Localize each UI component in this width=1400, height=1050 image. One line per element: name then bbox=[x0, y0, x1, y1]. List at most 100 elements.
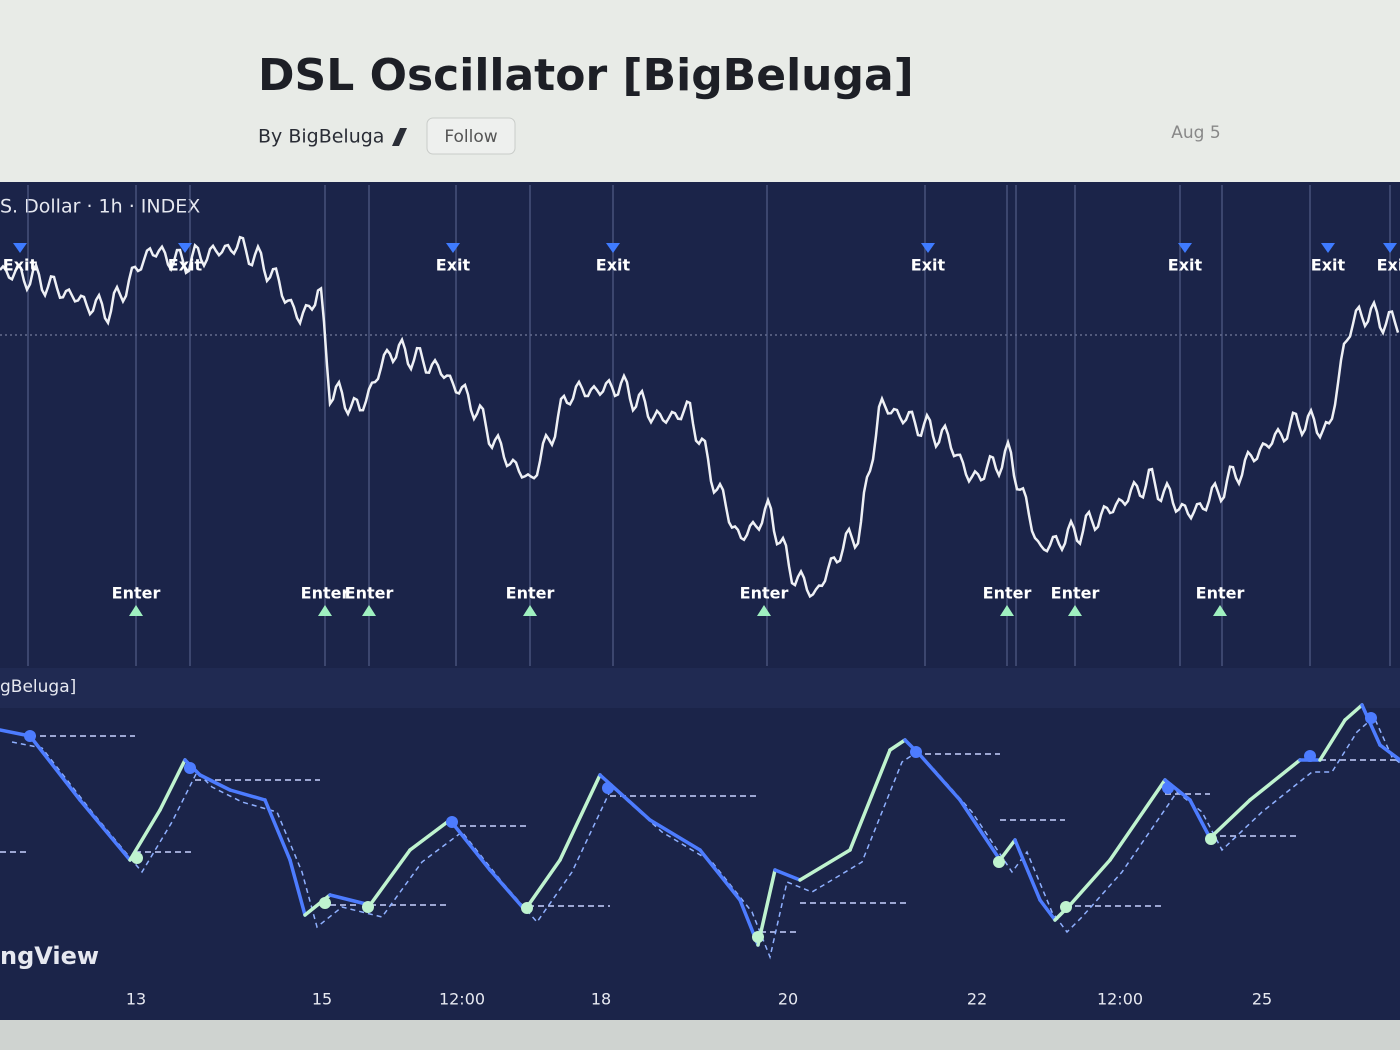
osc-segment bbox=[998, 838, 1017, 862]
x-axis-label: 15 bbox=[312, 990, 332, 1009]
osc-segment bbox=[848, 748, 892, 852]
osc-segment bbox=[1378, 743, 1400, 762]
osc-segment bbox=[1108, 778, 1167, 862]
symbol: S. Dollar · 1h · INDEX bbox=[0, 196, 200, 218]
pane-separator bbox=[0, 668, 1400, 708]
exit-arrow bbox=[606, 243, 620, 253]
enter-arrow bbox=[362, 605, 376, 616]
pencil-icon bbox=[392, 128, 407, 146]
enter-label: Enter bbox=[983, 584, 1032, 603]
osc-segment bbox=[1188, 798, 1212, 840]
osc-segment bbox=[1360, 703, 1382, 747]
watermark: ngView bbox=[0, 942, 99, 970]
osc-segment bbox=[263, 798, 292, 862]
bezel bbox=[0, 1020, 1400, 1050]
exit-arrow bbox=[921, 243, 935, 253]
x-axis-label: 25 bbox=[1252, 990, 1272, 1009]
osc-segment bbox=[1248, 758, 1302, 802]
osc-segment bbox=[488, 868, 527, 912]
signal-dot bbox=[993, 856, 1005, 868]
osc-segment bbox=[523, 858, 562, 912]
osc-segment bbox=[408, 818, 452, 852]
osc-segment bbox=[1068, 858, 1112, 907]
signal-dot bbox=[521, 902, 533, 914]
enter-arrow bbox=[1000, 605, 1014, 616]
exit-label: Exi bbox=[1377, 256, 1400, 275]
follow-button[interactable] bbox=[426, 117, 516, 155]
enter-label: Enter bbox=[1196, 584, 1245, 603]
enter-arrow bbox=[523, 605, 537, 616]
exit-label: Exit bbox=[1311, 256, 1346, 275]
signal-trace bbox=[11, 715, 1400, 960]
title: DSL Oscillator [BigBeluga] bbox=[258, 50, 914, 101]
chart-bg bbox=[0, 182, 1400, 1020]
signal-dot bbox=[184, 762, 196, 774]
osc-segment bbox=[158, 758, 187, 812]
signal-dot bbox=[1162, 782, 1174, 794]
exit-arrow bbox=[178, 243, 192, 253]
osc-segment bbox=[288, 858, 307, 917]
signal-dot bbox=[910, 746, 922, 758]
enter-label: Enter bbox=[1051, 584, 1100, 603]
x-axis-label: 12:00 bbox=[1097, 990, 1143, 1009]
osc-segment bbox=[773, 868, 802, 882]
osc-segment bbox=[798, 848, 852, 882]
enter-label: Enter bbox=[506, 584, 555, 603]
header-bg bbox=[0, 0, 1400, 182]
exit-label: Exit bbox=[1168, 256, 1203, 275]
price-trace bbox=[0, 235, 1400, 599]
signal-dot bbox=[1060, 901, 1072, 913]
signal-dot bbox=[446, 816, 458, 828]
exit-arrow bbox=[1178, 243, 1192, 253]
x-axis-label: 18 bbox=[591, 990, 611, 1009]
signal-dot bbox=[319, 897, 331, 909]
signal-dot bbox=[131, 852, 143, 864]
osc-segment bbox=[698, 848, 742, 902]
indicator-name: gBeluga] bbox=[0, 677, 76, 697]
osc-segment bbox=[78, 798, 132, 862]
exit-arrow bbox=[13, 243, 27, 253]
osc-segment bbox=[1343, 703, 1364, 722]
x-axis-label: 20 bbox=[778, 990, 798, 1009]
osc-segment bbox=[1208, 798, 1252, 840]
enter-arrow bbox=[1213, 605, 1227, 616]
exit-label: Exit bbox=[911, 256, 946, 275]
exit-label: Exit bbox=[3, 256, 38, 275]
osc-segment bbox=[1318, 718, 1347, 762]
signal-dot bbox=[24, 730, 36, 742]
osc-segment bbox=[918, 753, 962, 802]
osc-segment bbox=[128, 808, 162, 862]
osc-segment bbox=[958, 798, 1002, 862]
osc-segment bbox=[198, 773, 232, 792]
signal-dot bbox=[362, 901, 374, 913]
osc-segment bbox=[648, 818, 702, 852]
exit-arrow bbox=[1321, 243, 1335, 253]
signal-dot bbox=[602, 782, 614, 794]
osc-segment bbox=[1013, 838, 1042, 902]
osc-segment bbox=[888, 738, 907, 752]
x-axis-label: 13 bbox=[126, 990, 146, 1009]
signal-dot bbox=[752, 931, 764, 943]
enter-label: Enter bbox=[740, 584, 789, 603]
osc-segment bbox=[448, 818, 492, 872]
exit-arrow bbox=[446, 243, 460, 253]
date: Aug 5 bbox=[1171, 123, 1220, 143]
x-axis-label: 12:00 bbox=[439, 990, 485, 1009]
osc-segment bbox=[28, 734, 82, 802]
follow-label[interactable]: Follow bbox=[444, 127, 497, 147]
enter-arrow bbox=[1068, 605, 1082, 616]
osc-segment bbox=[558, 773, 602, 862]
exit-label: Exit bbox=[168, 256, 203, 275]
x-axis-label: 22 bbox=[967, 990, 987, 1009]
enter-arrow bbox=[318, 605, 332, 616]
enter-label: Enter bbox=[301, 584, 350, 603]
exit-arrow bbox=[1383, 243, 1397, 253]
enter-label: Enter bbox=[345, 584, 394, 603]
enter-arrow bbox=[757, 605, 771, 616]
author: By BigBeluga bbox=[258, 126, 384, 148]
signal-dot bbox=[1304, 750, 1316, 762]
osc-segment bbox=[368, 848, 412, 907]
enter-arrow bbox=[129, 605, 143, 616]
